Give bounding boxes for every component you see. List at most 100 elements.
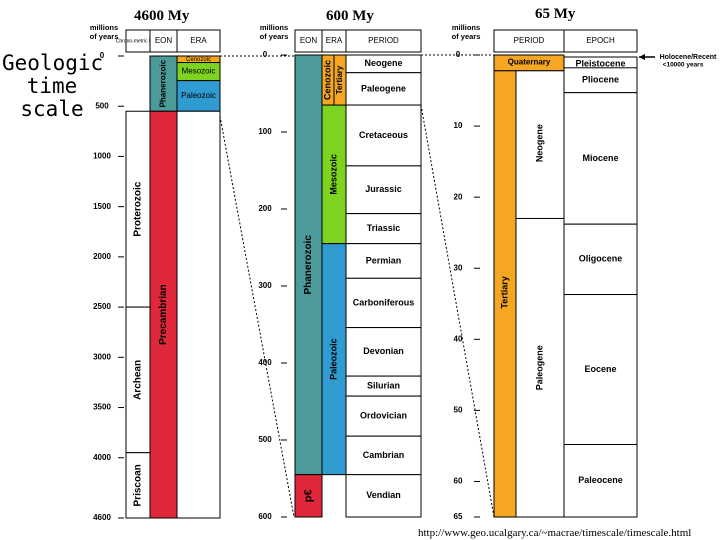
col1-tick-label: 1500 (93, 202, 111, 211)
col3-tick-label: 30 (454, 263, 463, 272)
col2-tick-label: 0 (263, 50, 268, 59)
col2-period-paleogene (345, 72, 422, 106)
column2-title: 600 My (326, 8, 374, 24)
col1-era-blank (176, 110, 221, 519)
col3-tick-label: 20 (454, 192, 463, 201)
holocene-sub-label: <10000 years (663, 62, 704, 69)
side-label: Geologic time scale (2, 51, 104, 121)
side-label-line-2: time (26, 74, 78, 98)
col3-epoch-oligocene-label: Oligocene (579, 254, 623, 264)
col2-axis-label: millions (260, 23, 288, 32)
side-label-line-1: Geologic (2, 51, 104, 75)
col2-period-devonian (345, 327, 422, 377)
col2-period-silurian-label: Silurian (367, 380, 400, 390)
col1-chrono-archean-label: Archean (133, 360, 144, 400)
col2-period-cretaceous-label: Cretaceous (359, 130, 408, 140)
col1-header-eon-label: EON (155, 36, 173, 45)
col2-period-triassic-label: Triassic (367, 223, 401, 233)
col2-period-devonian-label: Devonian (363, 346, 404, 356)
col3-axis-label: millions (452, 23, 480, 32)
column1-title: 4600 My (134, 8, 190, 24)
col2-eon-phanerozoic-label: Phanerozoic (303, 235, 314, 295)
col1-header-era (176, 29, 221, 53)
col2-axis-label: of years (260, 32, 289, 41)
col1-chrono-priscoan-label: Priscoan (133, 464, 144, 506)
col1-era-mesozoic-label: Mesozoic (182, 67, 216, 76)
col2-tick-label: 400 (258, 358, 272, 367)
col3-header-epoch-label: EPOCH (586, 36, 615, 45)
col2-tick-label: 500 (258, 435, 272, 444)
col3-tick-label: 40 (454, 334, 463, 343)
col1-era-cenozoic-label: Cenozoic (186, 57, 211, 63)
col2-tick-label: 300 (258, 281, 272, 290)
col2-header-era-label: ERA (326, 36, 343, 45)
col1-axis-label: of years (90, 32, 119, 41)
col2-period-triassic (345, 213, 422, 245)
col3-sub-paleogene-label: Paleogene (534, 345, 544, 390)
col3-tick-label: 50 (454, 405, 463, 414)
col3-quaternary-label: Quaternary (508, 58, 551, 67)
col2-era-mesozoic-label: Mesozoic (328, 154, 338, 195)
col2-era-mesozoic (321, 104, 347, 245)
col1-header-chron-label: Chrono-metric Eons (116, 38, 161, 44)
side-label-line-3: scale (20, 97, 84, 121)
col2-period-permian-label: Permian (366, 255, 402, 265)
col1-tick-label: 2500 (93, 302, 111, 311)
col1-chrono-proterozoic-label: Proterozoic (133, 181, 144, 236)
col2-tick-label: 600 (258, 512, 272, 521)
col2-tick-label: 200 (258, 204, 272, 213)
col2-period-vendian-label: Vendian (366, 490, 401, 500)
col2-period-carboniferous-label: Carboniferous (353, 297, 415, 307)
col1-chrono-priscoan (125, 452, 151, 519)
col3-header-period-label: PERIOD (514, 36, 545, 45)
connector2-dotted-bottom (420, 104, 495, 518)
col2-period-permian (345, 243, 422, 279)
column3-title: 65 My (535, 6, 576, 22)
col3-axis-label: of years (452, 32, 481, 41)
col3-sub-paleogene (515, 217, 565, 518)
col2-period-jurassic-label: Jurassic (365, 184, 402, 194)
col3-epoch-miocene-label: Miocene (582, 153, 618, 163)
col1-eon-phanerozoic-label: Phanerozoic (159, 59, 168, 107)
col2-eon-p-label: p€ (302, 489, 314, 502)
col2-header-eon-label: EON (300, 36, 318, 45)
col3-epoch-pliocene-label: Pliocene (582, 75, 619, 85)
holocene-label: Holocene/Recent (660, 54, 717, 61)
col2-era-paleozoic-label: Paleozoic (328, 338, 338, 380)
holocene-arrowhead (639, 54, 645, 60)
col1-tick-label: 3000 (93, 352, 111, 361)
source-url[interactable]: http://www.geo.ucalgary.ca/~macrae/times… (418, 527, 692, 539)
col2-sub-tertiary-label: Tertiary (335, 65, 344, 94)
col2-period-neogene-label: Neogene (364, 58, 402, 68)
col3-tertiary-label: Tertiary (499, 276, 509, 308)
col2-period-cambrian-label: Cambrian (363, 450, 405, 460)
col1-tick-label: 500 (95, 101, 109, 110)
col2-eon-p (294, 474, 323, 518)
col2-tick-label: 100 (258, 127, 272, 136)
connector-dotted-bottom (219, 116, 295, 518)
col1-tick-label: 0 (100, 51, 105, 60)
col1-tick-label: 2000 (93, 252, 111, 261)
col1-tick-label: 4000 (93, 453, 111, 462)
col1-axis-label: millions (90, 23, 118, 32)
col1-tick-label: 3500 (93, 403, 111, 412)
col3-epoch-pleistocene-label: Pleistocene (575, 58, 625, 68)
col2-period-ordovician-label: Ordovician (360, 411, 407, 421)
col2-period-jurassic (345, 165, 422, 215)
col1-tick-label: 1000 (93, 152, 111, 161)
col2-period-vendian (345, 474, 422, 518)
col1-era-paleozoic-label: Paleozoic (181, 91, 216, 100)
col3-tick-label: 65 (454, 512, 463, 521)
col3-epoch-eocene-label: Eocene (584, 364, 616, 374)
col2-header-period (345, 29, 422, 53)
col2-eon-phanerozoic (294, 54, 323, 476)
col3-epoch-paleocene-label: Paleocene (578, 475, 623, 485)
col3-epoch-miocene (563, 92, 638, 225)
col2-header-period-label: PERIOD (368, 36, 399, 45)
col2-era-cenozoic-label: Cenozoic (322, 60, 332, 100)
col3-tick-label: 10 (454, 121, 463, 130)
col1-eon-precambrian-label: Precambrian (158, 284, 169, 345)
col1-eon-precambrian (149, 110, 178, 519)
col2-period-paleogene-label: Paleogene (361, 83, 406, 93)
